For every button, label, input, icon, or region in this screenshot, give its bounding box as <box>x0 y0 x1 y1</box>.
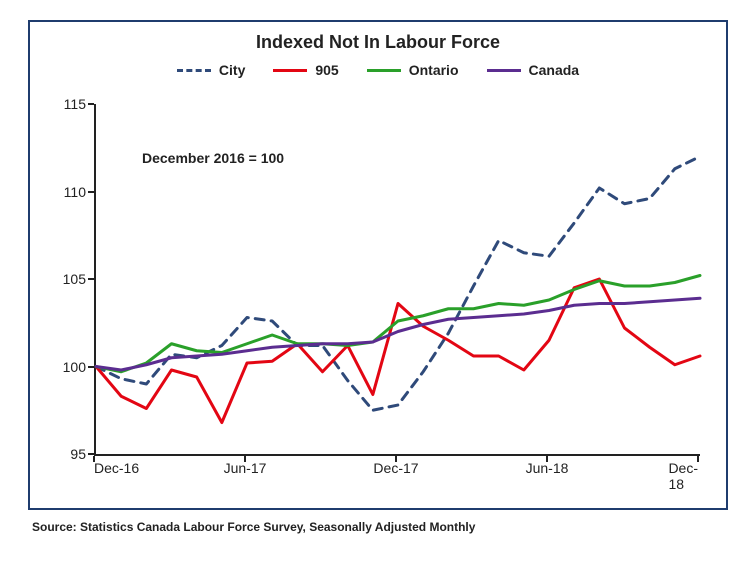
legend-label: City <box>219 62 245 78</box>
y-axis-tick-mark <box>88 278 94 280</box>
source-caption: Source: Statistics Canada Labour Force S… <box>32 520 475 534</box>
chart-title: Indexed Not In Labour Force <box>30 32 726 53</box>
x-axis-tick-label: Jun-18 <box>526 460 569 476</box>
legend-swatch-icon <box>487 69 521 72</box>
legend-swatch-icon <box>367 69 401 72</box>
y-axis-tick-mark <box>88 191 94 193</box>
x-axis-tick-mark <box>546 456 548 462</box>
legend-item-canada: Canada <box>487 62 580 78</box>
y-axis-tick-label: 105 <box>46 271 86 287</box>
x-axis-tick-mark <box>395 456 397 462</box>
legend-label: Ontario <box>409 62 459 78</box>
x-axis-tick-mark <box>93 456 95 462</box>
x-axis-tick-label: Dec-16 <box>94 460 139 476</box>
legend-label: 905 <box>315 62 338 78</box>
y-axis-tick-label: 100 <box>46 359 86 375</box>
y-axis-tick-label: 95 <box>46 446 86 462</box>
legend-item-ontario: Ontario <box>367 62 459 78</box>
legend-item-905: 905 <box>273 62 338 78</box>
y-axis-tick-mark <box>88 453 94 455</box>
y-axis-tick-label: 110 <box>46 184 86 200</box>
y-axis-tick-mark <box>88 103 94 105</box>
x-axis-tick-mark <box>244 456 246 462</box>
legend-swatch-icon <box>273 69 307 72</box>
x-axis-tick-label: Dec-18 <box>668 460 698 492</box>
legend-item-city: City <box>177 62 245 78</box>
y-axis-tick-label: 115 <box>46 96 86 112</box>
y-axis-tick-mark <box>88 366 94 368</box>
plot-area <box>94 104 700 456</box>
series-line-905 <box>96 279 700 423</box>
line-series-svg <box>96 104 700 454</box>
x-axis-tick-label: Dec-17 <box>373 460 418 476</box>
x-axis-tick-mark <box>697 456 699 462</box>
chart-frame: Indexed Not In Labour Force City 905 Ontar… <box>28 20 728 510</box>
legend-label: Canada <box>529 62 580 78</box>
legend: City 905 Ontario Canada <box>30 62 726 78</box>
legend-swatch-icon <box>177 69 211 72</box>
x-axis-tick-label: Jun-17 <box>224 460 267 476</box>
